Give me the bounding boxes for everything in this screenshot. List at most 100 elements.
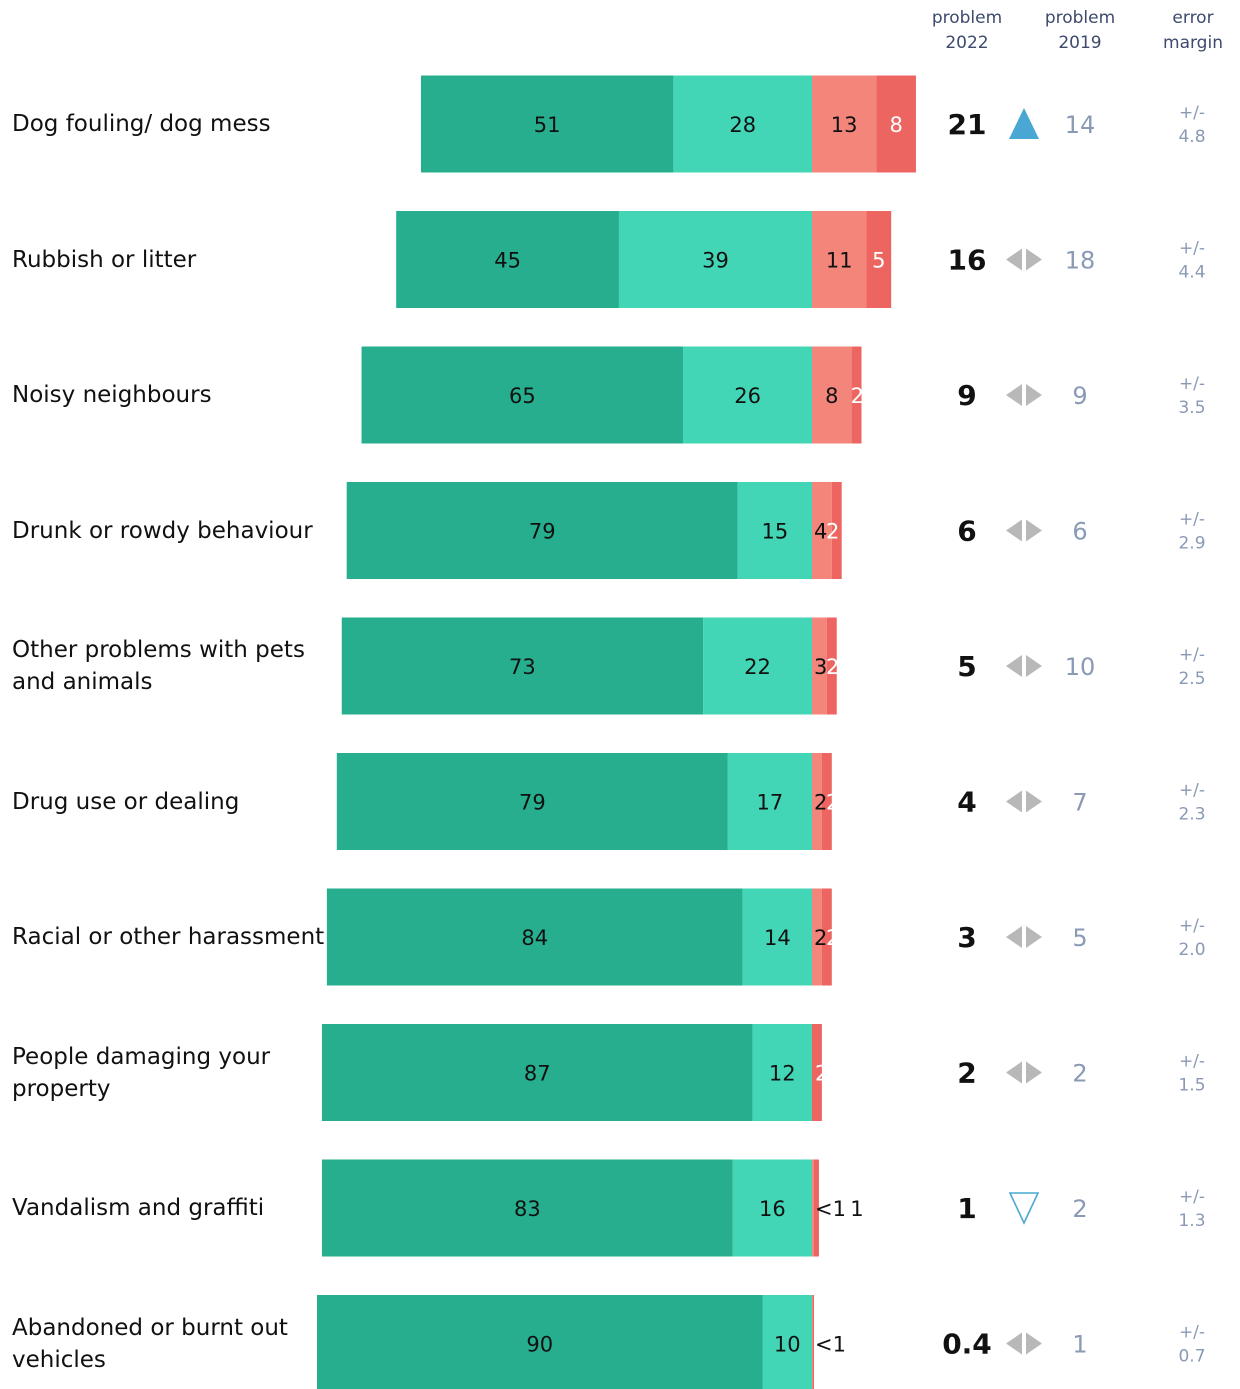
error-margin-sign: +/- xyxy=(1179,916,1205,936)
bar-not-very-big-problem xyxy=(727,753,812,850)
data-label-fairly-big-problem: 2 xyxy=(814,926,827,950)
error-margin-sign: +/- xyxy=(1179,103,1205,123)
trend-same-right-icon xyxy=(1026,519,1042,542)
problem-2019-value: 7 xyxy=(1072,789,1087,817)
data-label-fairly-big-problem: 13 xyxy=(831,113,858,137)
bar-not-very-big-problem xyxy=(742,888,812,986)
data-label-not-very-big-problem: 12 xyxy=(769,1062,796,1086)
error-margin-value: 2.3 xyxy=(1178,805,1205,825)
data-label-fairly-big-problem: 8 xyxy=(825,384,838,408)
data-label-not-a-problem-at-all: 83 xyxy=(514,1197,541,1221)
problem-2019-value: 2 xyxy=(1072,1195,1087,1223)
category-label: Vandalism and graffiti xyxy=(12,1195,265,1221)
trend-down-icon xyxy=(1008,1192,1040,1225)
trend-same-right-icon xyxy=(1026,248,1042,271)
error-margin-value: 3.5 xyxy=(1178,398,1205,418)
bar-fairly-big-problem xyxy=(812,888,822,986)
category-label: Abandoned or burnt out vehicles xyxy=(12,1314,288,1373)
data-label-very-big-problem: 2 xyxy=(826,926,839,950)
bar-not-very-big-problem xyxy=(762,1295,812,1389)
trend-same-right-icon xyxy=(1026,790,1042,813)
data-label-not-a-problem-at-all: 90 xyxy=(526,1333,553,1357)
category-label: Other problems with pets and animals xyxy=(12,637,305,695)
bar-not-a-problem-at-all xyxy=(420,75,674,173)
trend-same-left-icon xyxy=(1006,926,1022,948)
bar-not-a-problem-at-all xyxy=(321,1024,753,1121)
trend-same-left-icon xyxy=(1006,519,1022,542)
data-label-fairly-big-problem: 2 xyxy=(814,791,827,815)
category-label: Drug use or dealing xyxy=(12,788,240,815)
trend-same-left-icon xyxy=(1006,1332,1022,1355)
data-label-not-very-big-problem: 39 xyxy=(702,249,729,273)
data-label-not-very-big-problem: 14 xyxy=(764,926,791,950)
error-margin-sign: +/- xyxy=(1179,1052,1205,1072)
data-label-not-very-big-problem: 22 xyxy=(744,655,771,679)
category-label: Rubbish or litter xyxy=(12,246,197,273)
trend-same-left-icon xyxy=(1006,1061,1022,1084)
bar-fairly-big-problem xyxy=(812,75,877,173)
problem-2022-value: 4 xyxy=(957,786,976,819)
trend-same-left-icon xyxy=(1006,790,1022,813)
data-label-very-big-problem: 1 xyxy=(850,1197,863,1221)
problem-2022-value: 9 xyxy=(957,379,976,412)
error-margin-sign: +/- xyxy=(1179,645,1205,665)
error-margin-sign: +/- xyxy=(1179,239,1205,259)
problem-2019-value: 2 xyxy=(1072,1060,1087,1088)
data-label-very-big-problem: 2 xyxy=(826,520,839,544)
error-margin-value: 1.5 xyxy=(1178,1076,1205,1096)
category-label: Noisy neighbours xyxy=(12,382,212,408)
trend-up-icon xyxy=(1009,108,1039,139)
trend-same-right-icon xyxy=(1026,1332,1042,1355)
data-label-fairly-big-problem: 4 xyxy=(814,520,827,544)
bar-very-big-problem xyxy=(866,211,892,308)
bar-not-very-big-problem xyxy=(673,75,812,173)
problem-2019-value: 1 xyxy=(1072,1331,1087,1359)
bar-fairly-big-problem xyxy=(812,211,867,308)
data-label-not-very-big-problem: 16 xyxy=(759,1197,786,1221)
bar-very-big-problem xyxy=(821,753,832,850)
problem-2019-value: 6 xyxy=(1072,518,1087,546)
bar-very-big-problem xyxy=(831,482,842,579)
problem-2022-value: 2 xyxy=(957,1057,976,1090)
error-margin-sign: +/- xyxy=(1179,1323,1205,1343)
problem-2022-value: 1 xyxy=(957,1192,976,1225)
bar-very-big-problem xyxy=(821,888,832,986)
error-margin-value: 2.9 xyxy=(1178,534,1205,554)
data-label-fairly-big-problem: <1 xyxy=(815,1333,846,1357)
bar-not-a-problem-at-all xyxy=(361,346,684,444)
data-label-not-a-problem-at-all: 73 xyxy=(509,655,536,679)
data-label-not-a-problem-at-all: 79 xyxy=(529,520,556,544)
bar-fairly-big-problem xyxy=(812,1295,813,1389)
bar-not-a-problem-at-all xyxy=(396,211,619,308)
bar-not-a-problem-at-all xyxy=(321,1159,733,1257)
bar-fairly-big-problem xyxy=(812,617,827,715)
data-label-very-big-problem: 2 xyxy=(851,384,864,408)
bar-very-big-problem xyxy=(851,346,862,444)
error-margin-value: 1.3 xyxy=(1178,1211,1205,1231)
trend-same-right-icon xyxy=(1026,655,1042,677)
problem-2019-value: 5 xyxy=(1072,924,1087,952)
problem-2022-value: 5 xyxy=(957,650,976,683)
problem-2019-value: 10 xyxy=(1065,653,1096,681)
data-label-not-a-problem-at-all: 65 xyxy=(509,384,536,408)
error-margin-sign: +/- xyxy=(1179,374,1205,394)
header-error-margin: error margin xyxy=(1163,8,1223,53)
data-label-fairly-big-problem: 11 xyxy=(826,249,853,273)
problem-2022-value: 16 xyxy=(948,244,987,277)
data-label-not-very-big-problem: 15 xyxy=(762,520,789,544)
trend-same-right-icon xyxy=(1026,926,1042,948)
data-label-fairly-big-problem: <1 xyxy=(815,1197,846,1221)
data-label-not-a-problem-at-all: 87 xyxy=(524,1062,551,1086)
problem-2019-value: 14 xyxy=(1065,111,1096,139)
problem-2019-value: 9 xyxy=(1072,382,1087,410)
data-label-not-very-big-problem: 10 xyxy=(774,1333,801,1357)
data-label-fairly-big-problem: 3 xyxy=(814,655,827,679)
category-label: Drunk or rowdy behaviour xyxy=(12,517,313,544)
bar-fairly-big-problem xyxy=(812,753,822,850)
trend-same-left-icon xyxy=(1006,655,1022,677)
category-label: People damaging your property xyxy=(12,1043,271,1102)
bar-very-big-problem xyxy=(813,1159,819,1257)
error-margin-sign: +/- xyxy=(1179,781,1205,801)
data-label-not-very-big-problem: 17 xyxy=(757,791,784,815)
